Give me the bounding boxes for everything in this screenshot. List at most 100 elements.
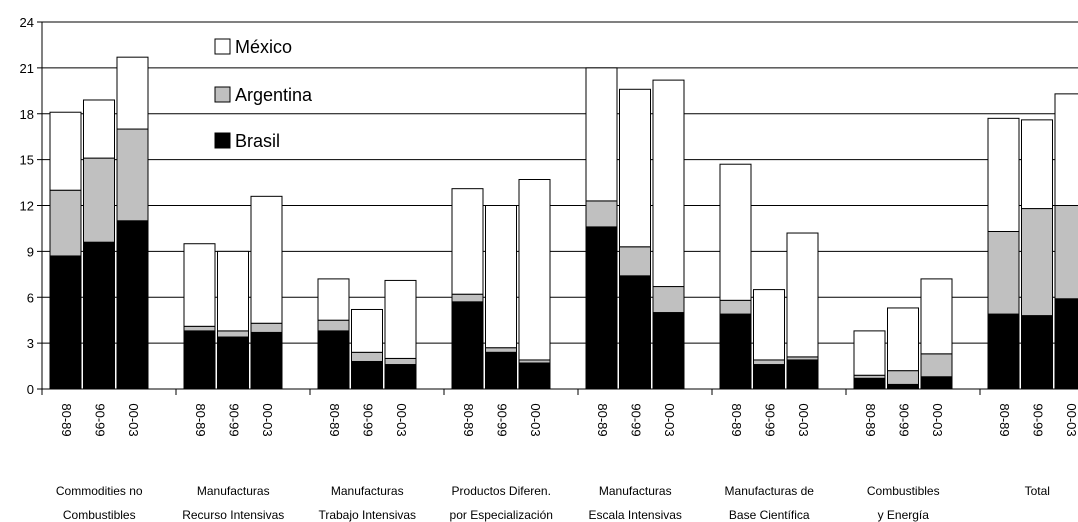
y-tick-label: 0 bbox=[27, 382, 34, 397]
bar-mexico bbox=[384, 279, 417, 359]
bar-mexico bbox=[217, 250, 249, 332]
period-label: 90-99 bbox=[227, 403, 242, 436]
period-label: 90-99 bbox=[629, 403, 644, 436]
bar-mexico bbox=[987, 117, 1020, 232]
bar-argentina bbox=[920, 353, 953, 378]
bar-brasil bbox=[652, 312, 685, 390]
bar-argentina bbox=[217, 330, 249, 338]
bar-argentina bbox=[351, 351, 383, 362]
category-label: Base Científica bbox=[729, 508, 810, 522]
bar-mexico bbox=[451, 188, 484, 295]
period-label: 90-99 bbox=[763, 403, 778, 436]
category-label: Manufacturas de bbox=[725, 484, 815, 498]
bar-brasil bbox=[49, 255, 82, 390]
category-label: y Energía bbox=[878, 508, 930, 522]
bar-argentina bbox=[49, 189, 82, 257]
bar-brasil bbox=[753, 364, 785, 390]
legend-label: Brasil bbox=[235, 131, 280, 151]
bar-mexico bbox=[753, 289, 785, 361]
bar-argentina bbox=[753, 359, 785, 366]
bar-mexico bbox=[920, 278, 953, 355]
bar-argentina bbox=[887, 370, 919, 385]
y-tick-label: 9 bbox=[27, 244, 34, 259]
period-label: 00-03 bbox=[796, 403, 811, 436]
period-label: 00-03 bbox=[930, 403, 945, 436]
period-label: 00-03 bbox=[126, 403, 141, 436]
period-label: 80-89 bbox=[997, 403, 1012, 436]
bar-brasil bbox=[619, 275, 651, 390]
bar-mexico bbox=[1054, 93, 1078, 206]
bar-brasil bbox=[451, 301, 484, 390]
x-axis: 80-89 90-99 00-03 Commodities no Combustible… bbox=[41, 388, 1078, 522]
bar-mexico bbox=[317, 278, 350, 321]
y-tick-label: 15 bbox=[20, 153, 34, 168]
bar-mexico bbox=[619, 88, 651, 248]
bar-brasil bbox=[719, 313, 752, 390]
legend: México Argentina Brasil bbox=[214, 37, 313, 151]
period-label: 80-89 bbox=[193, 403, 208, 436]
bar-argentina bbox=[1054, 205, 1078, 300]
bar-brasil bbox=[217, 336, 249, 390]
bar-mexico bbox=[250, 195, 283, 324]
bar-argentina bbox=[384, 357, 417, 366]
bar-brasil bbox=[250, 331, 283, 390]
bar-mexico bbox=[853, 330, 886, 376]
bar-brasil bbox=[518, 362, 551, 390]
period-label: 80-89 bbox=[327, 403, 342, 436]
bar-argentina bbox=[250, 322, 283, 333]
y-tick-label: 21 bbox=[20, 61, 34, 76]
category-label: por Especialización bbox=[450, 508, 553, 522]
period-label: 90-99 bbox=[897, 403, 912, 436]
bar-mexico bbox=[719, 163, 752, 301]
bar-brasil bbox=[183, 330, 216, 390]
bar-argentina bbox=[619, 246, 651, 277]
bar-brasil bbox=[1021, 315, 1053, 390]
bar-mexico bbox=[116, 56, 149, 130]
bar-mexico bbox=[183, 243, 216, 327]
period-label: 80-89 bbox=[863, 403, 878, 436]
bar-mexico bbox=[518, 179, 551, 361]
period-label: 90-99 bbox=[495, 403, 510, 436]
bar-argentina bbox=[987, 230, 1020, 315]
bar-brasil bbox=[351, 360, 383, 390]
category-label: Recurso Intensivas bbox=[182, 508, 284, 522]
category-label: Manufacturas bbox=[599, 484, 672, 498]
y-tick-label: 12 bbox=[20, 199, 34, 214]
category-label: Productos Diferen. bbox=[452, 484, 551, 498]
bar-argentina bbox=[183, 325, 216, 332]
period-label: 00-03 bbox=[528, 403, 543, 436]
period-label: 80-89 bbox=[729, 403, 744, 436]
y-tick-label: 24 bbox=[20, 15, 34, 30]
category-label: Manufacturas bbox=[331, 484, 404, 498]
bar-brasil bbox=[853, 377, 886, 390]
category-label: Total bbox=[1025, 484, 1050, 498]
bar-brasil bbox=[987, 313, 1020, 390]
bar-argentina bbox=[1021, 208, 1053, 317]
bar-brasil bbox=[384, 364, 417, 390]
y-axis: 0 3 6 9 12 15 18 21 24 bbox=[20, 15, 43, 397]
y-tick-label: 6 bbox=[27, 290, 34, 305]
category-label: Commodities no bbox=[56, 484, 143, 498]
bar-argentina bbox=[652, 286, 685, 314]
period-label: 80-89 bbox=[461, 403, 476, 436]
y-tick-label: 3 bbox=[27, 336, 34, 351]
bar-mexico bbox=[887, 307, 919, 372]
period-label: 00-03 bbox=[1064, 403, 1078, 436]
category-label: Escala Intensivas bbox=[589, 508, 682, 522]
period-label: 90-99 bbox=[93, 403, 108, 436]
category-label: Combustibles bbox=[63, 508, 136, 522]
bar-mexico bbox=[83, 99, 115, 159]
bar-brasil bbox=[317, 330, 350, 390]
bar-mexico bbox=[485, 205, 517, 349]
bar-mexico bbox=[351, 308, 383, 353]
bar-brasil bbox=[585, 226, 618, 390]
bar-argentina bbox=[585, 200, 618, 228]
bar-mexico bbox=[49, 111, 82, 191]
bar-argentina bbox=[317, 319, 350, 332]
bar-mexico bbox=[1021, 119, 1053, 210]
period-label: 00-03 bbox=[394, 403, 409, 436]
bar-brasil bbox=[920, 376, 953, 390]
bar-mexico bbox=[786, 232, 819, 358]
bar-mexico bbox=[585, 67, 618, 202]
period-label: 80-89 bbox=[595, 403, 610, 436]
